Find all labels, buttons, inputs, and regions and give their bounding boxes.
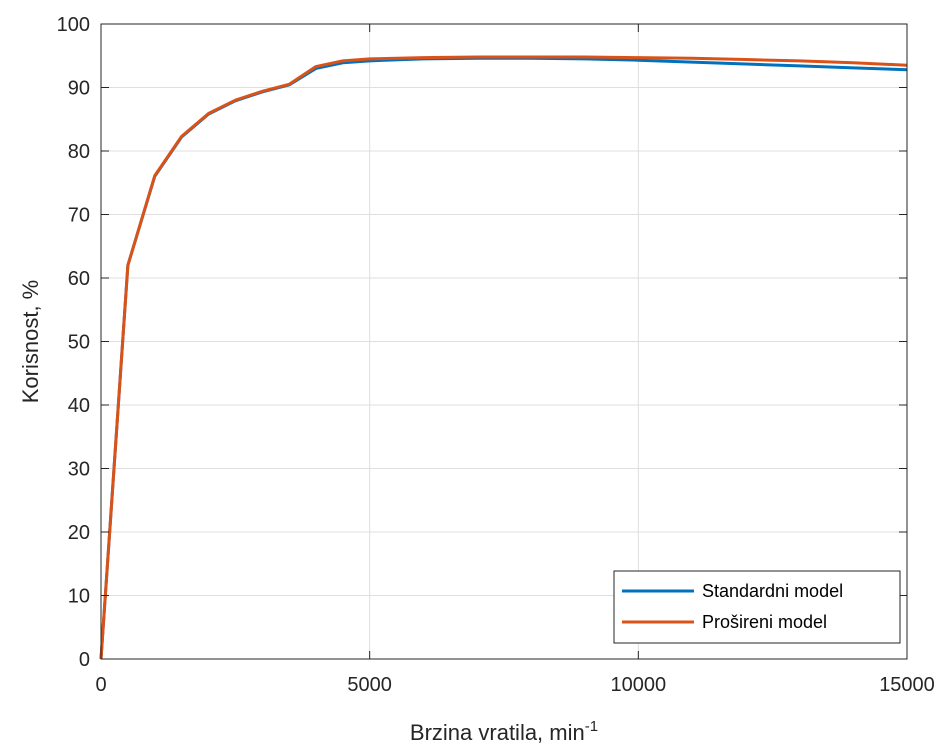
legend: Standardni model Prošireni model [613, 570, 901, 644]
ticks [100, 23, 908, 660]
legend-label-standardni: Standardni model [702, 581, 843, 601]
y-tick-label: 100 [57, 14, 90, 36]
y-tick-label: 0 [79, 649, 90, 671]
x-tick-label: 15000 [879, 674, 935, 696]
y-tick-label: 50 [68, 332, 90, 354]
series-layer [99, 55, 908, 660]
legend-label-prosireni: Prošireni model [702, 612, 827, 632]
y-tick-label: 40 [68, 395, 90, 417]
x-tick-label: 10000 [611, 674, 667, 696]
y-tick-label: 90 [68, 78, 90, 100]
y-tick-label: 80 [68, 141, 90, 163]
series-line-1 [99, 55, 908, 660]
x-tick-label: 5000 [347, 674, 392, 696]
y-tick-label: 10 [68, 586, 90, 608]
legend-box [613, 570, 901, 644]
x-axis-label-exponent: -1 [585, 718, 598, 735]
y-tick-label: 20 [68, 522, 90, 544]
y-tick-label: 30 [68, 459, 90, 481]
tick-labels: 0 5000 10000 15000 0 10 20 30 40 50 60 70 80 90 100 [57, 14, 935, 696]
y-axis-label: Korisnost, % [18, 280, 43, 404]
x-axis-label: Brzina vratila, min-1 [410, 718, 598, 745]
y-tick-label: 60 [68, 268, 90, 290]
x-axis-label-text: Brzina vratila, min [410, 720, 585, 745]
y-tick-label: 70 [68, 205, 90, 227]
x-tick-label: 0 [95, 674, 106, 696]
grid [101, 24, 907, 659]
